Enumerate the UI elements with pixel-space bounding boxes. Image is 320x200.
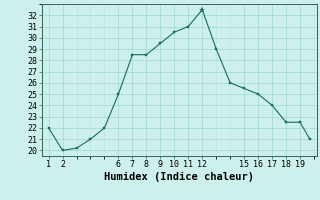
X-axis label: Humidex (Indice chaleur): Humidex (Indice chaleur)	[104, 172, 254, 182]
